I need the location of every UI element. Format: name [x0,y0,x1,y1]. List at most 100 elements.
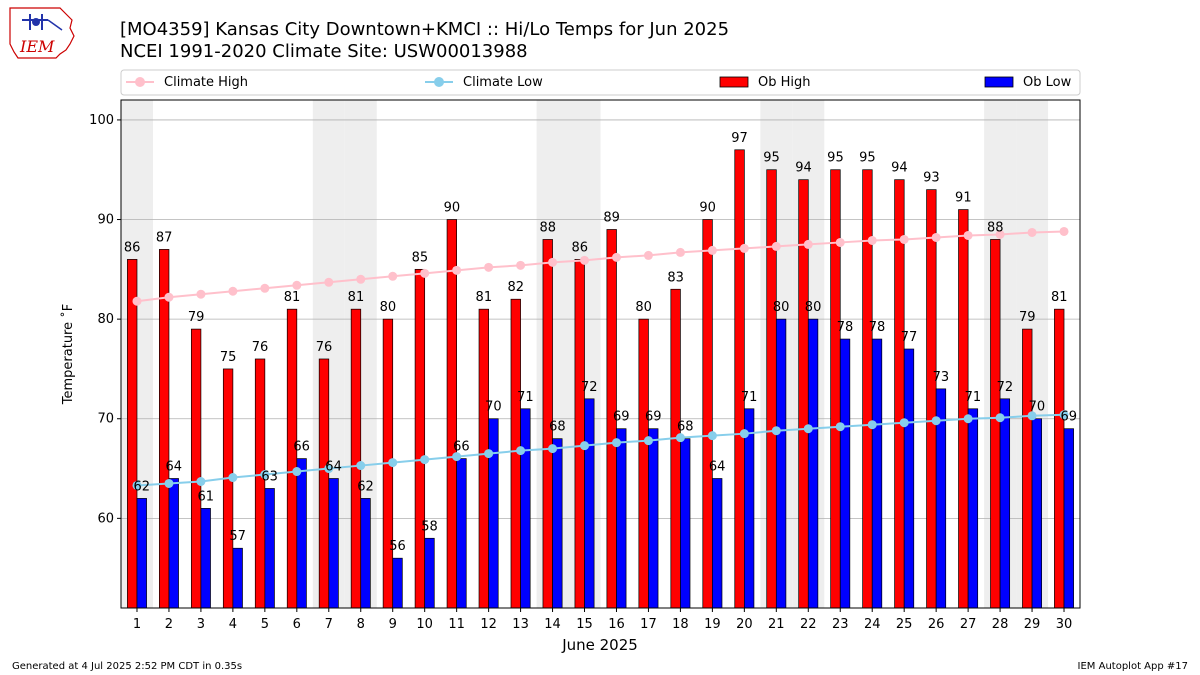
climate-high-line [136,230,1065,303]
x-tick-label: 10 [416,617,433,632]
ob-high-bar [159,249,170,609]
climate-high-point [643,250,653,260]
ob-high-bar [222,368,234,609]
ob-high-bar [894,179,905,609]
climate-low-point [899,418,909,428]
ob-high-label: 86 [571,240,588,255]
ob-low-bar [360,498,371,609]
ob-high-bar [190,328,202,609]
climate-high-point [803,239,813,249]
climate-low-point [452,452,462,462]
x-tick-label: 21 [768,617,785,632]
ob-high-bar [638,318,649,609]
x-tick-label: 2 [165,617,173,632]
climate-low-point [196,476,206,486]
ob-high-label: 89 [603,210,620,225]
x-tick-label: 24 [864,617,881,632]
ob-low-label: 71 [517,390,534,405]
climate-high-point [707,245,717,255]
ob-low-bar [680,438,691,609]
ob-low-bar [296,458,307,609]
x-tick-label: 4 [229,617,237,632]
legend-ob-low-label: Ob Low [1023,75,1072,90]
climate-low-point [516,446,526,456]
ob-low-label: 70 [485,400,502,415]
climate-low-point [164,478,174,488]
ob-low-label: 62 [357,479,374,494]
ob-high-label: 88 [539,220,556,235]
climate-low-point [867,420,877,430]
ob-low-label: 61 [197,489,214,504]
climate-low-point [548,444,558,454]
ob-low-label: 70 [1029,400,1046,415]
x-axis-label: June 2025 [561,636,638,654]
x-tick-label: 12 [480,617,497,632]
ob-low-bar [871,338,883,609]
ob-high-label: 90 [444,201,461,216]
ob-high-bar [318,358,330,609]
ob-low-label: 66 [293,440,310,455]
ob-high-label: 79 [1019,310,1036,325]
ob-high-label: 87 [156,230,173,245]
x-tick-label: 25 [896,617,913,632]
climate-high-point [388,271,398,281]
ob-high-label: 97 [731,131,748,146]
ob-high-bar [926,189,937,609]
ob-low-bar [168,478,179,609]
ob-low-bar [967,408,979,609]
ob-low-label: 77 [901,330,918,345]
ob-low-bar [1063,428,1074,609]
climate-low-point [931,416,941,426]
climate-low-point [995,413,1005,423]
y-tick-label: 80 [97,312,114,327]
ob-low-label: 68 [677,420,694,435]
climate-low-point [580,441,590,451]
legend-box [120,69,1081,96]
climate-high-point [1059,226,1069,236]
y-tick-label: 60 [97,511,114,526]
ob-low-bar [775,318,787,609]
ob-high-label: 81 [284,290,301,305]
ob-low-label: 72 [997,380,1014,395]
ob-high-bar [127,259,138,609]
x-tick-label: 13 [512,617,529,632]
climate-high-point [835,237,845,247]
ob-low-label: 57 [229,529,246,544]
ob-low-label: 69 [645,410,662,425]
climate-high-point [324,277,334,287]
climate-low-line [136,413,1065,487]
x-tick-label: 23 [832,617,849,632]
ob-low-label: 71 [965,390,982,405]
legend-ob-high-label: Ob High [758,75,811,90]
x-tick-label: 15 [576,617,593,632]
ob-high-label: 86 [124,240,141,255]
ob-high-bar [830,169,841,609]
ob-high-label: 88 [987,220,1004,235]
climate-low-point [292,467,302,477]
ob-high-label: 81 [476,290,493,305]
x-tick-label: 5 [261,617,269,632]
ob-low-bar [584,398,595,609]
climate-high-point [260,283,270,293]
ob-low-bar [456,458,467,609]
climate-high-point [516,260,526,270]
climate-high-point [196,289,206,299]
y-axis-label: Temperature ˚F [60,304,76,405]
ob-low-label: 71 [741,390,758,405]
ob-low-label: 66 [453,440,470,455]
climate-low-point [675,433,685,443]
ob-low-label: 80 [805,300,822,315]
logo-text: IEM [19,37,55,56]
climate-high-point [995,229,1005,239]
x-tick-label: 11 [448,617,465,632]
ob-high-label: 95 [763,151,780,166]
ob-low-bar [424,537,435,609]
climate-low-point [420,455,430,465]
ob-low-label: 64 [325,460,342,475]
x-tick-label: 30 [1056,617,1073,632]
climate-lines [132,226,1069,490]
climate-low-point [611,438,621,448]
legend-climate-high-label: Climate High [164,75,248,90]
ob-high-label: 94 [891,161,908,176]
